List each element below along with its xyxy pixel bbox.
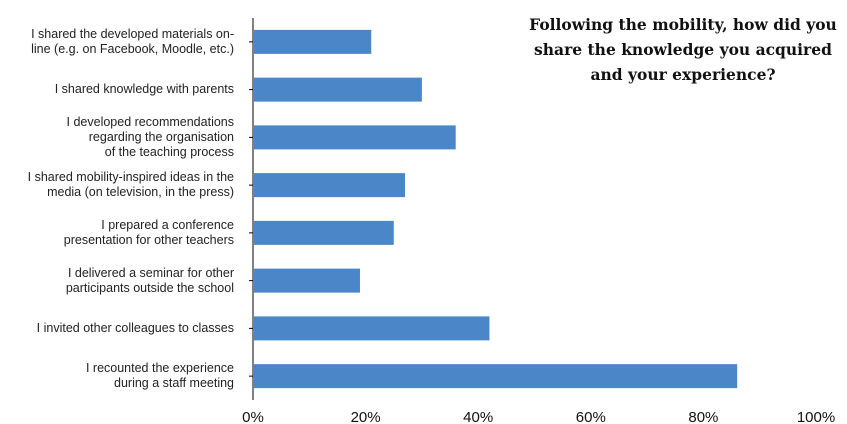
category-label: I shared the developed materials on- lin… [31,26,234,56]
x-tick-label: 80% [688,409,718,424]
bar [254,173,406,198]
x-tick-label: 60% [576,409,606,424]
bar [254,268,360,293]
x-tick-label: 40% [463,409,493,424]
category-label: I shared knowledge with parents [54,82,234,97]
chart-title: Following the mobility, how did you shar… [529,15,837,84]
category-label: I recounted the experience during a staf… [85,361,234,391]
bar [254,364,738,389]
category-label: I delivered a seminar for other particip… [65,265,234,295]
bar [254,125,456,150]
bar [254,220,394,245]
bar [254,29,372,54]
x-tick-label: 0% [242,409,264,424]
category-label: I developed recommendations regarding th… [66,114,234,159]
bar [254,316,490,341]
category-label: I prepared a conference presentation for… [63,217,234,247]
category-label: I invited other colleagues to classes [36,320,234,335]
bar [254,77,422,102]
category-label: I shared mobility-inspired ideas in the … [27,170,234,200]
x-tick-label: 20% [351,409,381,424]
x-tick-label: 100% [797,409,835,424]
